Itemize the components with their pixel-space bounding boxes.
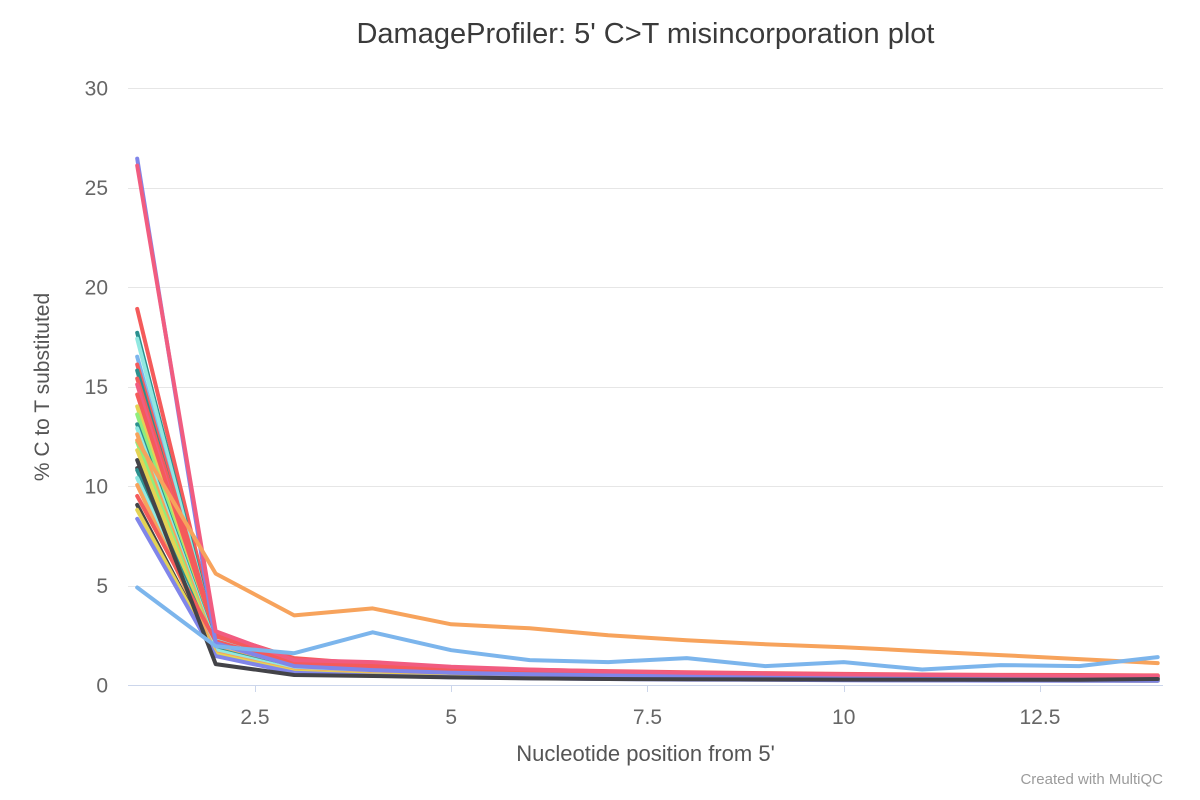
- series-line-6[interactable]: [135, 368, 1160, 681]
- series-line-18[interactable]: [135, 468, 1160, 682]
- x-axis-title: Nucleotide position from 5': [516, 741, 775, 766]
- multiqc-watermark: Created with MultiQC: [1020, 771, 1163, 788]
- series-line-3[interactable]: [135, 336, 1160, 681]
- series-line-9[interactable]: [135, 392, 1160, 679]
- y-tick-label: 15: [85, 376, 108, 399]
- x-tick-label: 10: [832, 706, 855, 729]
- series-line-7[interactable]: [135, 376, 1160, 678]
- series-line-27[interactable]: [135, 458, 1160, 682]
- x-tick-label: 12.5: [1020, 706, 1061, 729]
- x-tick-label: 5: [445, 706, 457, 729]
- series-line-12[interactable]: [135, 422, 1160, 681]
- series-line-15[interactable]: [135, 440, 1160, 682]
- series-line-8[interactable]: [135, 382, 1160, 679]
- series-line-13[interactable]: [135, 426, 1160, 682]
- series-line-25[interactable]: [135, 156, 1160, 680]
- y-tick-label: 30: [85, 78, 108, 101]
- series-line-28[interactable]: [135, 438, 1160, 666]
- series-line-29[interactable]: [135, 585, 1160, 672]
- y-tick-label: 20: [85, 277, 108, 300]
- x-tick-label: 2.5: [240, 706, 269, 729]
- series-line-5[interactable]: [135, 362, 1160, 678]
- series-line-26[interactable]: [135, 163, 1160, 678]
- series-line-2[interactable]: [135, 330, 1160, 680]
- series-line-4[interactable]: [135, 354, 1160, 681]
- y-tick-label: 25: [85, 177, 108, 200]
- series-line-17[interactable]: [135, 466, 1160, 683]
- series-line-19[interactable]: [135, 476, 1160, 682]
- series-line-14[interactable]: [135, 432, 1160, 682]
- y-tick-label: 10: [85, 476, 108, 499]
- x-tick-label: 7.5: [633, 706, 662, 729]
- series-line-16[interactable]: [135, 448, 1160, 683]
- y-tick-label: 0: [96, 675, 108, 698]
- y-tick-label: 5: [96, 575, 108, 598]
- series-line-1[interactable]: [135, 306, 1160, 678]
- chart-title: DamageProfiler: 5' C>T misincorporation …: [356, 18, 935, 50]
- series-line-11[interactable]: [135, 412, 1160, 682]
- y-axis-title: % C to T substituted: [31, 292, 54, 482]
